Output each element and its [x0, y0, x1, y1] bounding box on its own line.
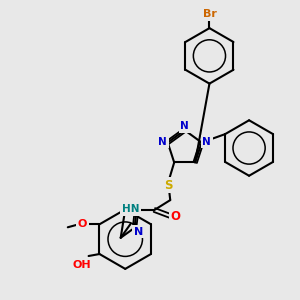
Text: N: N — [134, 227, 143, 237]
Text: N: N — [180, 121, 189, 131]
Text: O: O — [78, 219, 87, 229]
Text: N: N — [202, 136, 211, 146]
Text: S: S — [164, 179, 172, 192]
Text: O: O — [170, 210, 180, 224]
Text: N: N — [158, 136, 167, 146]
Text: Br: Br — [202, 9, 216, 19]
Text: OH: OH — [72, 260, 91, 270]
Text: HN: HN — [122, 204, 140, 214]
